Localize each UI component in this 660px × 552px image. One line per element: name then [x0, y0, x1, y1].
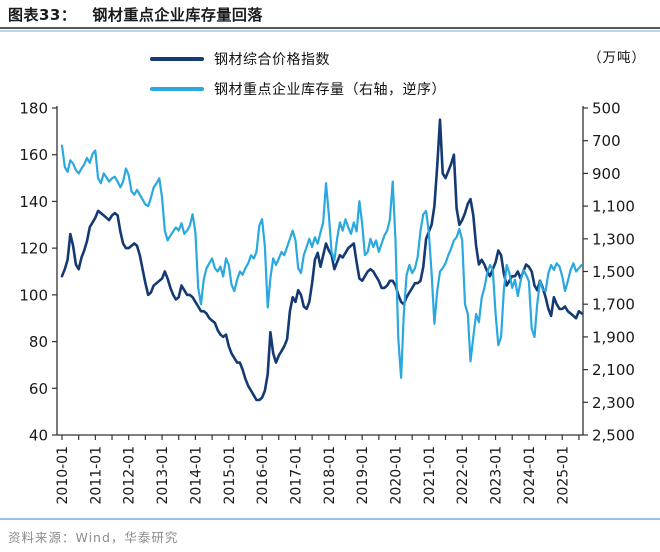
right-axis-tick-label: 1,900 — [592, 328, 635, 346]
right-axis-tick-label: 700 — [592, 132, 621, 150]
x-axis-tick-label: 2010-01 — [55, 446, 71, 505]
title-divider-light — [0, 30, 660, 32]
legend-item-price-index: 钢材综合价格指数 — [150, 50, 446, 68]
x-axis-tick-label: 2024-01 — [522, 446, 538, 505]
x-axis-tick-label: 2022-01 — [455, 446, 471, 505]
right-axis-tick-label: 1,700 — [592, 296, 635, 314]
price-index-line — [60, 118, 584, 402]
figure-title: 钢材重点企业库存量回落 — [92, 6, 263, 24]
inventory-line — [60, 144, 583, 379]
right-axis-tick-label: 2,300 — [592, 394, 635, 412]
x-axis-tick-label: 2019-01 — [355, 446, 371, 505]
right-axis-tick-label: 2,500 — [592, 427, 635, 445]
x-axis-tick-label: 2018-01 — [322, 446, 338, 505]
x-axis-tick-label: 2014-01 — [188, 446, 204, 505]
legend-label-inventory: 钢材重点企业库存量（右轴，逆序） — [214, 82, 446, 98]
left-axis-tick-label: 160 — [19, 146, 48, 164]
right-axis-tick-label: 2,100 — [592, 361, 635, 379]
left-axis-tick-label: 80 — [29, 333, 48, 351]
figure-number: 图表33： — [8, 6, 77, 24]
left-axis-tick-label: 180 — [19, 100, 48, 118]
right-axis-unit-label: （万吨） — [588, 50, 646, 66]
x-axis-tick-label: 2016-01 — [255, 446, 271, 505]
x-axis-tick-label: 2017-01 — [288, 446, 304, 505]
footer-divider — [0, 518, 660, 520]
inventory-line-swatch — [150, 87, 204, 91]
legend-item-inventory: 钢材重点企业库存量（右轴，逆序） — [150, 80, 446, 98]
right-axis-tick-label: 1,100 — [592, 198, 635, 216]
left-axis-tick-label: 120 — [19, 240, 48, 258]
x-axis-tick-label: 2012-01 — [122, 446, 138, 505]
figure-header: 图表33： 钢材重点企业库存量回落 — [8, 4, 652, 25]
left-axis-tick-label: 100 — [19, 286, 48, 304]
right-axis-tick-label: 1,500 — [592, 263, 635, 281]
source-note: 资料来源：Wind，华泰研究 — [8, 530, 179, 545]
x-axis-tick-label: 2023-01 — [489, 446, 505, 505]
title-divider-dark — [0, 27, 660, 29]
chart-legend: 钢材综合价格指数 钢材重点企业库存量（右轴，逆序） — [150, 50, 446, 110]
x-axis-tick-label: 2011-01 — [88, 446, 104, 505]
legend-label-price-index: 钢材综合价格指数 — [214, 52, 330, 68]
x-axis-tick-label: 2025-01 — [555, 446, 571, 505]
left-axis-tick-label: 140 — [19, 193, 48, 211]
left-axis-tick-label: 60 — [29, 380, 48, 398]
right-axis-tick-label: 1,300 — [592, 230, 635, 248]
left-axis-tick-label: 40 — [29, 427, 48, 445]
price-index-line-swatch — [150, 57, 204, 61]
x-axis-tick-label: 2013-01 — [155, 446, 171, 505]
x-axis-tick-label: 2021-01 — [422, 446, 438, 505]
x-axis-tick-label: 2020-01 — [389, 446, 405, 505]
right-axis-tick-label: 900 — [592, 165, 621, 183]
right-axis-tick-label: 500 — [592, 100, 621, 118]
x-axis-tick-label: 2015-01 — [222, 446, 238, 505]
